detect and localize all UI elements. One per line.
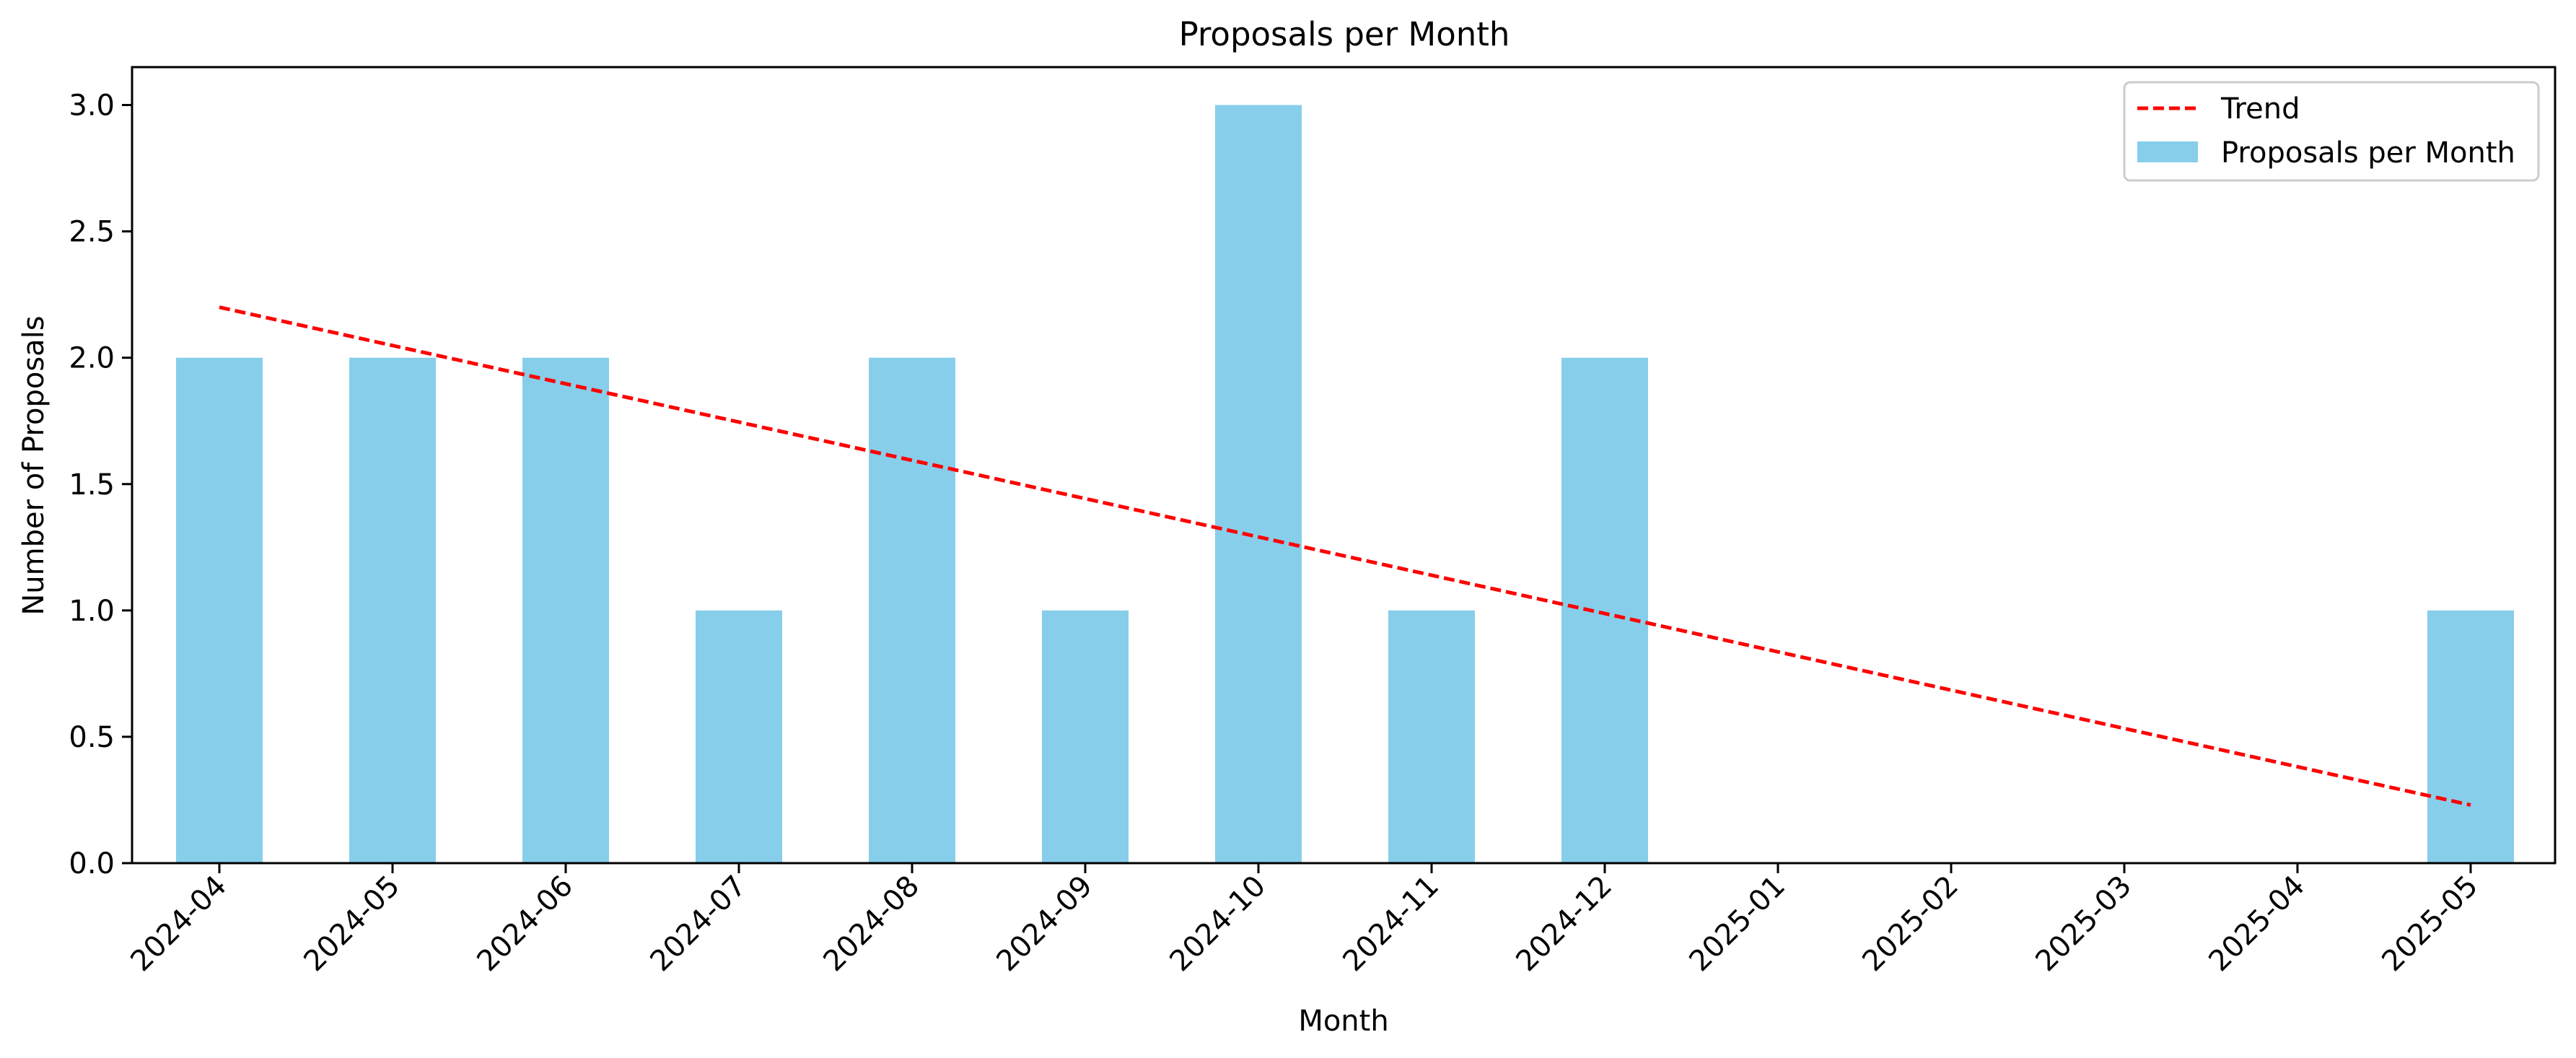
- bar-2024-06: [522, 357, 609, 864]
- bar-2024-11: [1388, 610, 1475, 863]
- legend-bar-label: Proposals per Month: [2221, 136, 2515, 170]
- x-axis-label: Month: [1298, 1005, 1388, 1038]
- bar-2024-09: [1042, 610, 1129, 863]
- trend-line: [219, 305, 2471, 807]
- legend: Trend Proposals per Month: [2123, 81, 2540, 182]
- y-tick-label: 3.0: [69, 89, 115, 123]
- bar-2024-07: [696, 610, 782, 863]
- y-tick-label: 0.5: [69, 721, 115, 754]
- legend-frame: [2123, 81, 2540, 182]
- bar-2024-05: [349, 357, 436, 864]
- y-axis-label: Number of Proposals: [17, 315, 51, 615]
- plot-frame: [131, 66, 2557, 865]
- trend-layer: [219, 305, 2471, 807]
- bar-2025-05: [2427, 610, 2514, 863]
- bar-2024-10: [1215, 105, 1302, 863]
- legend-bar-swatch: [2137, 141, 2198, 162]
- y-tick-label: 1.5: [69, 468, 115, 502]
- chart-title: Proposals per Month: [1179, 15, 1510, 53]
- y-tick-label: 0.0: [69, 847, 115, 880]
- bar-2024-12: [1561, 357, 1648, 864]
- legend-trend-label: Trend: [2220, 92, 2300, 126]
- bar-2024-08: [869, 357, 955, 864]
- y-tick-label: 2.5: [69, 216, 115, 249]
- y-tick-label: 1.0: [69, 595, 115, 628]
- y-tick-label: 2.0: [69, 342, 115, 375]
- bar-2024-04: [176, 357, 263, 864]
- y-axis: 0.0 0.5 1.0 1.5 2.0 2.5 3.0: [69, 89, 132, 880]
- bars: [176, 105, 2514, 864]
